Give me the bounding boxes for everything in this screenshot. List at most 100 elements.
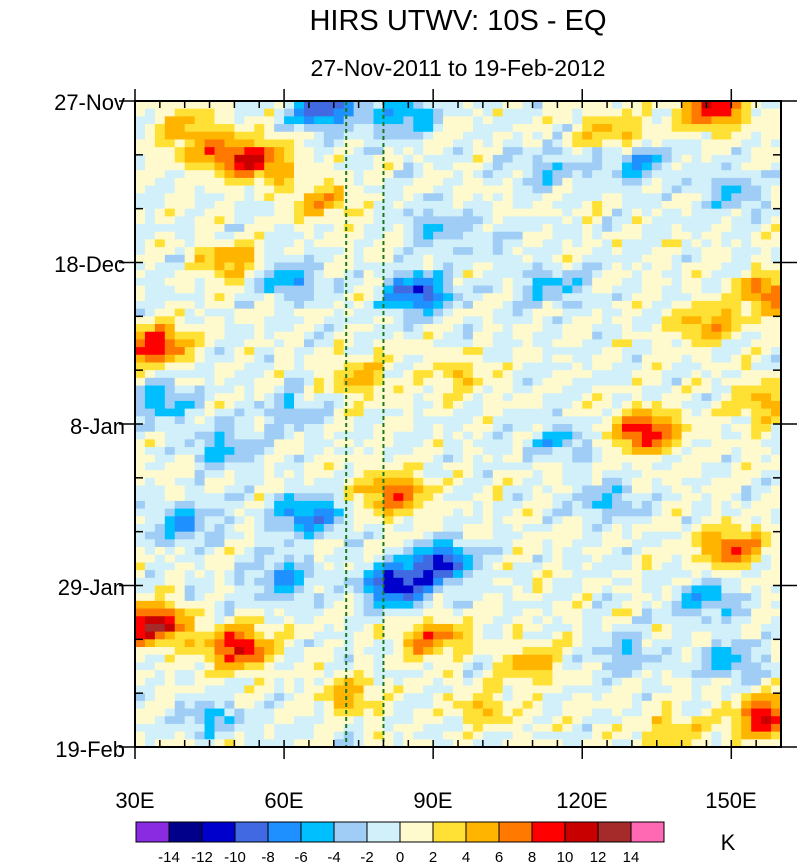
heatmap-cell xyxy=(592,662,603,671)
heatmap-cell xyxy=(681,277,693,287)
heatmap-cell xyxy=(234,154,245,164)
heatmap-cell xyxy=(373,101,385,110)
heatmap-cell xyxy=(135,377,146,387)
heatmap-cell xyxy=(691,216,703,225)
heatmap-cell xyxy=(154,631,166,640)
heatmap-cell xyxy=(542,577,554,587)
heatmap-cell xyxy=(164,331,176,340)
heatmap-cell xyxy=(731,247,742,256)
heatmap-cell xyxy=(721,570,732,579)
heatmap-cell xyxy=(174,608,186,617)
heatmap-cell xyxy=(691,108,703,117)
heatmap-cell xyxy=(303,193,315,202)
heatmap-cell xyxy=(214,485,226,494)
heatmap-cell xyxy=(572,393,583,402)
heatmap-cell xyxy=(294,493,305,502)
heatmap-cell xyxy=(164,147,176,156)
heatmap-cell xyxy=(135,670,146,679)
heatmap-cell xyxy=(691,424,703,433)
heatmap-cell xyxy=(184,216,196,225)
heatmap-cell xyxy=(333,339,345,348)
heatmap-cell xyxy=(373,177,385,187)
heatmap-cell xyxy=(602,531,613,540)
heatmap-cell xyxy=(741,485,752,494)
heatmap-cell xyxy=(413,477,424,487)
heatmap-cell xyxy=(194,439,206,448)
heatmap-cell xyxy=(512,131,524,141)
heatmap-cell xyxy=(453,393,464,402)
heatmap-cell xyxy=(542,154,554,164)
heatmap-cell xyxy=(274,347,285,356)
heatmap-cell xyxy=(323,616,335,625)
heatmap-cell xyxy=(453,324,464,333)
heatmap-cell xyxy=(403,439,414,448)
heatmap-cell xyxy=(602,331,613,340)
heatmap-cell xyxy=(244,385,255,394)
heatmap-cell xyxy=(234,577,245,587)
heatmap-cell xyxy=(602,493,613,502)
heatmap-cell xyxy=(284,131,295,141)
heatmap-cell xyxy=(254,262,265,271)
heatmap-cell xyxy=(771,285,781,294)
heatmap-cell xyxy=(512,600,524,610)
heatmap-cell xyxy=(343,331,355,340)
heatmap-cell xyxy=(313,316,325,325)
heatmap-cell xyxy=(154,224,166,233)
heatmap-cell xyxy=(234,347,245,356)
heatmap-cell xyxy=(453,608,464,617)
heatmap-cell xyxy=(641,254,653,264)
heatmap-cell xyxy=(512,424,524,433)
heatmap-cell xyxy=(661,200,673,210)
heatmap-cell xyxy=(492,131,504,141)
heatmap-cell xyxy=(323,439,335,448)
heatmap-cell xyxy=(741,247,752,256)
heatmap-cell xyxy=(284,200,295,210)
heatmap-cell xyxy=(303,316,315,325)
heatmap-cell xyxy=(612,608,623,617)
heatmap-cell xyxy=(651,623,663,633)
heatmap-cell xyxy=(274,485,285,494)
heatmap-cell xyxy=(184,562,196,571)
heatmap-cell xyxy=(184,677,196,687)
heatmap-cell xyxy=(582,300,593,310)
heatmap-cell xyxy=(671,247,683,256)
heatmap-cell xyxy=(234,331,245,340)
heatmap-cell xyxy=(741,554,752,564)
heatmap-cell xyxy=(313,654,325,663)
heatmap-cell xyxy=(313,677,325,687)
heatmap-cell xyxy=(194,216,206,225)
heatmap-cell xyxy=(284,400,295,410)
heatmap-cell xyxy=(184,431,196,440)
heatmap-cell xyxy=(602,300,613,310)
heatmap-cell xyxy=(462,554,474,564)
heatmap-cell xyxy=(522,293,534,302)
heatmap-cell xyxy=(691,562,703,571)
heatmap-cell xyxy=(423,416,434,425)
heatmap-cell xyxy=(373,600,385,610)
heatmap-cell xyxy=(194,162,206,171)
heatmap-cell xyxy=(393,308,404,317)
heatmap-cell xyxy=(631,147,643,156)
heatmap-cell xyxy=(363,593,375,602)
heatmap-cell xyxy=(373,393,385,402)
heatmap-cell xyxy=(144,147,156,156)
heatmap-cell xyxy=(522,254,534,264)
heatmap-cell xyxy=(144,254,156,264)
heatmap-cell xyxy=(264,662,275,671)
heatmap-cell xyxy=(532,523,544,533)
heatmap-cell xyxy=(264,254,275,264)
heatmap-cell xyxy=(363,300,375,310)
heatmap-cell xyxy=(174,639,186,648)
heatmap-cell xyxy=(631,339,643,348)
heatmap-cell xyxy=(284,377,295,387)
heatmap-cell xyxy=(681,370,693,379)
heatmap-cell xyxy=(184,523,196,533)
heatmap-cell xyxy=(423,539,434,548)
heatmap-cell xyxy=(194,254,206,264)
heatmap-cell xyxy=(333,231,345,241)
heatmap-cell xyxy=(433,101,444,110)
heatmap-cell xyxy=(502,685,514,694)
heatmap-cell xyxy=(512,177,524,187)
heatmap-cell xyxy=(621,493,633,502)
heatmap-cell xyxy=(681,170,693,179)
